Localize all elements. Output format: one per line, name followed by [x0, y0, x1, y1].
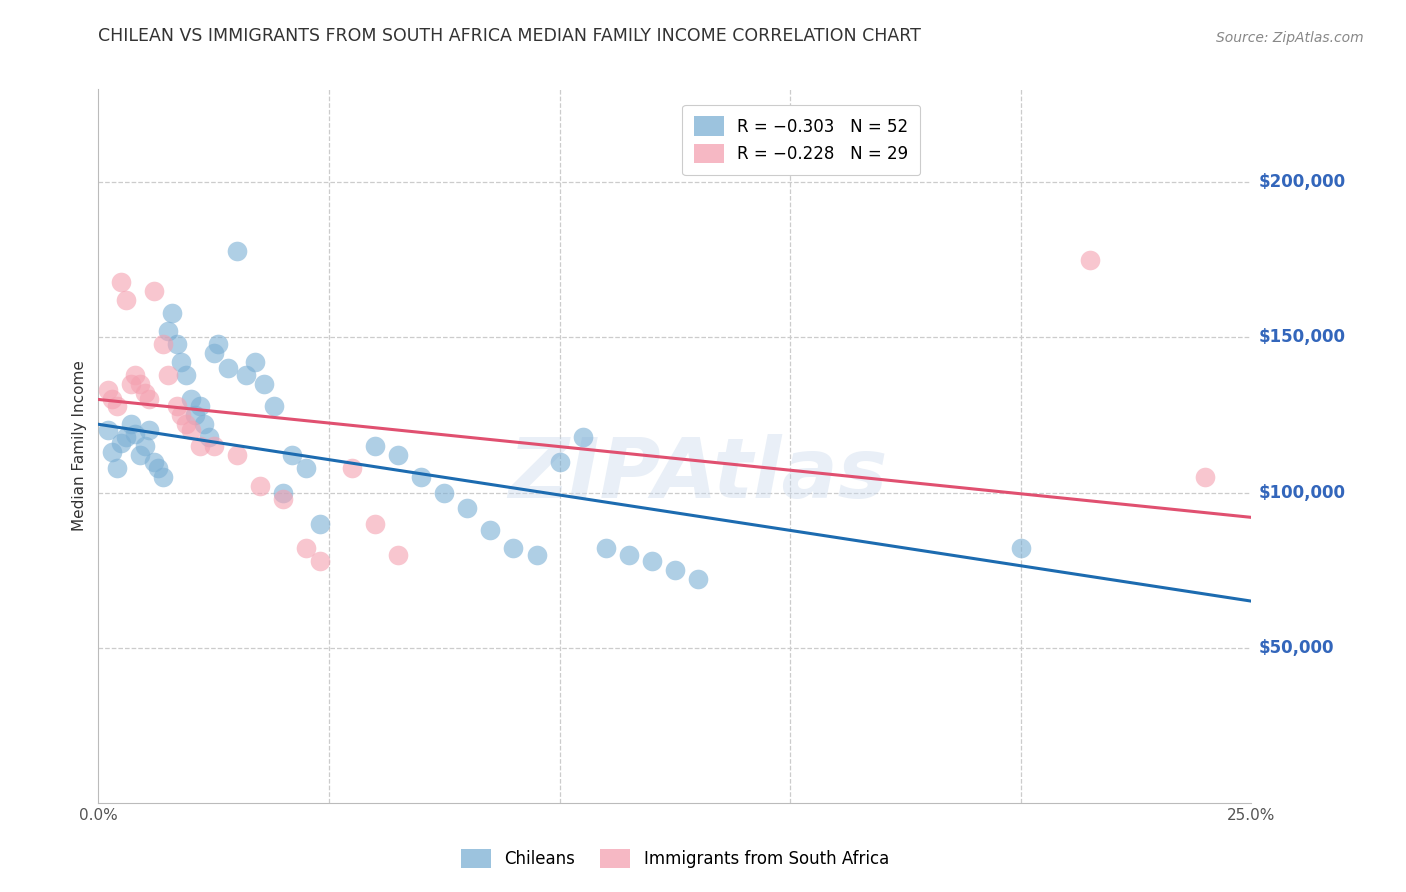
- Point: [142, 454, 165, 468]
- Point: [110, 275, 132, 289]
- Point: [188, 399, 211, 413]
- Point: [526, 548, 548, 562]
- Point: [138, 392, 160, 407]
- Point: [105, 460, 128, 475]
- Point: [166, 399, 188, 413]
- Point: [571, 430, 593, 444]
- Point: [1194, 470, 1216, 484]
- Point: [188, 439, 211, 453]
- Point: [142, 284, 165, 298]
- Point: [202, 346, 225, 360]
- Point: [170, 355, 193, 369]
- Text: CHILEAN VS IMMIGRANTS FROM SOUTH AFRICA MEDIAN FAMILY INCOME CORRELATION CHART: CHILEAN VS IMMIGRANTS FROM SOUTH AFRICA …: [98, 27, 921, 45]
- Point: [120, 376, 142, 391]
- Point: [456, 501, 478, 516]
- Point: [502, 541, 524, 556]
- Point: [97, 383, 120, 397]
- Point: [207, 336, 229, 351]
- Point: [174, 417, 197, 432]
- Point: [364, 439, 387, 453]
- Point: [686, 573, 709, 587]
- Point: [295, 541, 318, 556]
- Point: [295, 460, 318, 475]
- Point: [180, 392, 202, 407]
- Point: [101, 445, 124, 459]
- Point: [97, 424, 120, 438]
- Point: [308, 554, 330, 568]
- Point: [271, 491, 294, 506]
- Point: [263, 399, 285, 413]
- Point: [253, 376, 276, 391]
- Point: [152, 470, 174, 484]
- Point: [160, 305, 183, 319]
- Point: [184, 408, 207, 422]
- Text: $50,000: $50,000: [1258, 639, 1334, 657]
- Point: [134, 386, 156, 401]
- Point: [1010, 541, 1032, 556]
- Point: [101, 392, 124, 407]
- Point: [225, 244, 247, 258]
- Point: [387, 548, 409, 562]
- Point: [595, 541, 617, 556]
- Point: [138, 424, 160, 438]
- Point: [411, 470, 433, 484]
- Point: [664, 563, 686, 577]
- Legend: R = −0.303   N = 52, R = −0.228   N = 29: R = −0.303 N = 52, R = −0.228 N = 29: [682, 104, 920, 175]
- Point: [170, 408, 193, 422]
- Point: [156, 368, 179, 382]
- Point: [193, 417, 215, 432]
- Point: [120, 417, 142, 432]
- Point: [148, 460, 170, 475]
- Point: [124, 368, 146, 382]
- Point: [548, 454, 571, 468]
- Point: [479, 523, 502, 537]
- Point: [617, 548, 640, 562]
- Point: [202, 439, 225, 453]
- Point: [105, 399, 128, 413]
- Point: [129, 376, 152, 391]
- Text: ZIPAtlas: ZIPAtlas: [508, 434, 887, 515]
- Text: $150,000: $150,000: [1258, 328, 1346, 346]
- Point: [1078, 252, 1101, 267]
- Point: [180, 424, 202, 438]
- Point: [271, 485, 294, 500]
- Point: [245, 355, 267, 369]
- Y-axis label: Median Family Income: Median Family Income: [72, 360, 87, 532]
- Point: [124, 426, 146, 441]
- Point: [217, 361, 239, 376]
- Point: [166, 336, 188, 351]
- Point: [364, 516, 387, 531]
- Point: [308, 516, 330, 531]
- Point: [281, 448, 304, 462]
- Point: [115, 293, 138, 308]
- Point: [641, 554, 664, 568]
- Point: [433, 485, 456, 500]
- Point: [129, 448, 152, 462]
- Point: [225, 448, 247, 462]
- Legend: Chileans, Immigrants from South Africa: Chileans, Immigrants from South Africa: [454, 842, 896, 875]
- Point: [249, 479, 271, 493]
- Point: [115, 430, 138, 444]
- Text: $100,000: $100,000: [1258, 483, 1346, 501]
- Point: [134, 439, 156, 453]
- Point: [198, 430, 221, 444]
- Point: [174, 368, 197, 382]
- Point: [156, 324, 179, 338]
- Text: Source: ZipAtlas.com: Source: ZipAtlas.com: [1216, 30, 1364, 45]
- Point: [152, 336, 174, 351]
- Point: [340, 460, 363, 475]
- Text: $200,000: $200,000: [1258, 173, 1346, 191]
- Point: [110, 436, 132, 450]
- Point: [387, 448, 409, 462]
- Point: [235, 368, 257, 382]
